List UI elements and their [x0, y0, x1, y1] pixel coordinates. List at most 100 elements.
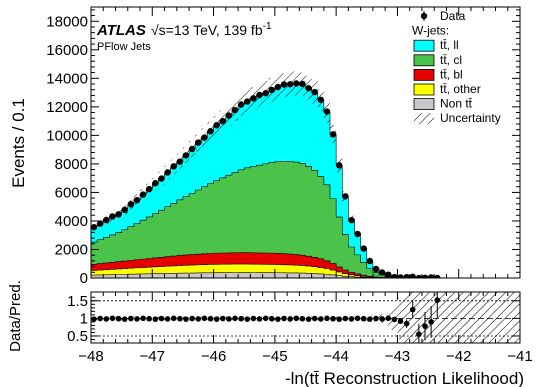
ratio-y-axis: 0.511.5 — [67, 293, 520, 345]
data-point — [201, 134, 208, 141]
ratio-y-tick-label: 0.5 — [67, 328, 88, 345]
ratio-point — [354, 315, 361, 322]
data-point — [280, 81, 288, 88]
ratio-point — [121, 316, 128, 322]
data-point — [152, 180, 159, 187]
data-point — [293, 80, 300, 87]
ratio-point — [146, 315, 153, 322]
ratio-point — [250, 315, 257, 322]
legend-entry-label: tt̄, bl — [440, 67, 463, 81]
main-y-tick-label: 4000 — [55, 213, 88, 230]
ratio-point — [103, 316, 110, 322]
main-plot-frame — [90, 6, 521, 279]
ratio-point — [379, 316, 385, 322]
legend-swatch — [413, 98, 435, 110]
ratio-point — [360, 315, 367, 322]
ratio-point — [183, 316, 189, 322]
data-point — [121, 206, 128, 214]
ratio-plot-panel: 0.511.5 −48 −47 −46 −45 −44 −43 −42 −41 Data/Pr… — [7, 280, 533, 387]
ratio-point — [373, 315, 379, 322]
x-axis-title: -ln(tt̄ Reconstruction Likelihood) — [285, 369, 524, 387]
data-point — [231, 106, 239, 114]
main-y-tick-label: 12000 — [46, 99, 88, 116]
data-point — [195, 139, 202, 146]
data-point — [268, 86, 275, 94]
data-point — [188, 145, 196, 153]
legend-entry-label: tt̄, ll — [440, 38, 459, 52]
data-point — [286, 81, 294, 88]
x-tick-label: −45 — [262, 348, 287, 365]
ratio-point — [367, 316, 373, 322]
data-point — [299, 80, 306, 88]
ratio-point — [268, 315, 275, 322]
data-point — [158, 175, 165, 182]
ratio-point — [195, 316, 202, 322]
ratio-reference-lines — [91, 300, 520, 337]
data-point — [164, 169, 171, 176]
energy-lumi-label: √s=13 TeV, 139 fb-1 — [151, 21, 272, 38]
ratio-point — [330, 315, 336, 322]
main-y-tick-label: 14000 — [46, 70, 88, 87]
ratio-point — [256, 316, 263, 322]
data-point — [354, 230, 361, 238]
main-y-tick-label: 2000 — [55, 241, 88, 258]
ratio-point — [318, 316, 324, 322]
ratio-points — [91, 292, 441, 343]
main-y-axis: 0 2000 4000 6000 8000 10000 12000 14000 16000 180… — [46, 9, 520, 287]
ratio-point — [207, 315, 214, 322]
ratio-point — [128, 315, 134, 322]
ratio-point — [152, 316, 159, 322]
ratio-point — [293, 315, 300, 322]
data-point — [170, 163, 177, 170]
ratio-point — [115, 315, 122, 322]
ratio-point — [213, 316, 220, 322]
ratio-point — [281, 315, 287, 322]
data-point — [225, 112, 233, 119]
data-point — [372, 265, 380, 273]
ratio-point — [299, 315, 306, 322]
ratio-point — [164, 316, 171, 322]
data-point — [323, 108, 331, 115]
ratio-point — [97, 315, 103, 322]
data-point — [109, 213, 116, 220]
ratio-point — [238, 315, 244, 322]
legend-uncertainty-swatch — [414, 113, 434, 125]
data-point — [127, 201, 135, 208]
x-tick-label: −47 — [140, 348, 165, 365]
data-point — [213, 122, 220, 129]
data-point — [146, 185, 153, 193]
data-point — [219, 117, 226, 125]
ratio-point — [342, 315, 349, 322]
data-point — [329, 131, 337, 138]
data-point — [366, 257, 374, 265]
ratio-point — [397, 318, 404, 324]
data-point — [244, 98, 251, 105]
data-point — [237, 101, 245, 108]
data-point — [434, 274, 441, 278]
ratio-point — [403, 320, 410, 327]
x-tick-label: −46 — [201, 348, 226, 365]
ratio-point — [434, 297, 441, 303]
stack-non-ttbar — [91, 272, 520, 278]
data-point — [409, 273, 416, 278]
data-point — [115, 211, 122, 218]
main-y-axis-title: Events / 0.1 — [9, 98, 28, 188]
ratio-point — [244, 316, 251, 322]
x-tick-label: −42 — [446, 348, 471, 365]
data-point — [103, 216, 110, 224]
data-point — [139, 191, 147, 198]
ratio-point — [219, 315, 226, 322]
energy-lumi-text: √s=13 TeV, 139 fb — [151, 22, 263, 38]
ratio-point — [189, 315, 195, 322]
legend-swatch — [413, 54, 435, 67]
ratio-point — [201, 315, 208, 322]
ratio-point — [385, 315, 392, 322]
ratio-point — [391, 316, 398, 323]
data-point — [96, 220, 104, 227]
main-y-tick-label: 18000 — [46, 13, 88, 30]
data-point — [403, 273, 410, 278]
ratio-point — [311, 315, 318, 322]
data-point — [262, 90, 269, 97]
ratio-y-tick-label: 1 — [80, 310, 88, 327]
